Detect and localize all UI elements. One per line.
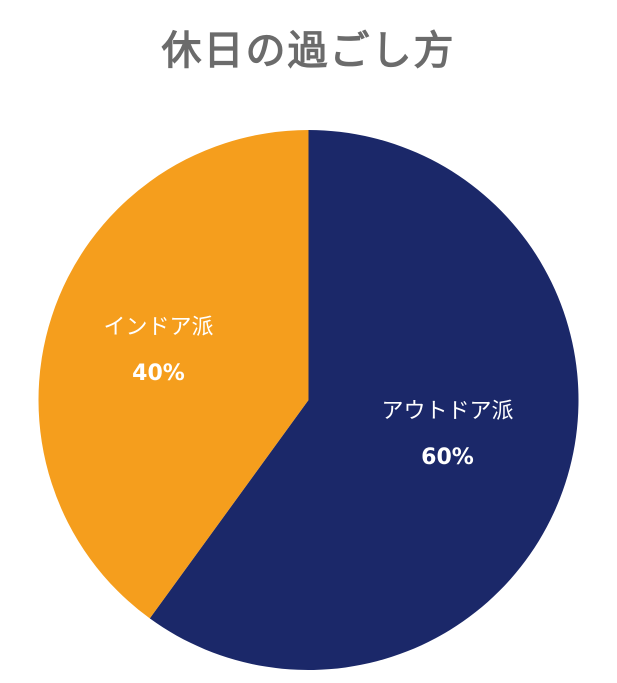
chart-title: 休日の過ごし方 bbox=[161, 28, 456, 74]
slice-value-indoor: 40% bbox=[132, 361, 185, 386]
slice-label-indoor: インドア派 bbox=[103, 315, 213, 340]
slice-label-outdoor: アウトドア派 bbox=[381, 399, 513, 424]
pie-slice-outdoor bbox=[149, 130, 579, 671]
slice-value-outdoor: 60% bbox=[421, 445, 474, 470]
pie-slice-indoor bbox=[38, 130, 309, 619]
